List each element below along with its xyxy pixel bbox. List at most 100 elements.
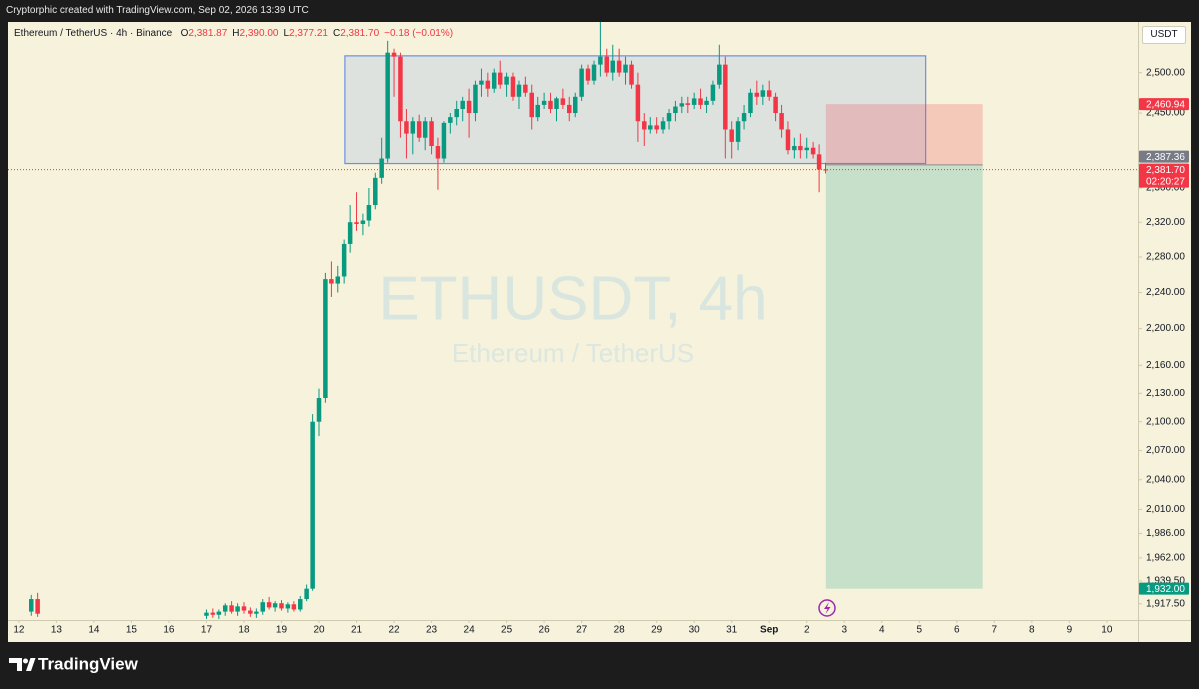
x-tick-label: 9	[1067, 625, 1073, 636]
axes: 2,500.00 2,450.00 2,360.00 2,320.00 2,280.00…	[13, 67, 1189, 636]
candle-body	[766, 90, 772, 97]
candle-body	[254, 611, 259, 614]
price-label-box	[1139, 98, 1189, 111]
alert-icon	[818, 599, 836, 617]
currency[interactable]: USDT	[1142, 26, 1186, 44]
candle-body	[648, 125, 653, 130]
candle-body	[760, 90, 766, 97]
x-tick-label: 27	[576, 625, 588, 636]
x-tick-label: 7	[992, 625, 998, 636]
y-tick-label: 2,130.00	[1146, 388, 1185, 399]
price-label: 2,460.94	[1146, 99, 1185, 110]
candle-body	[410, 121, 416, 134]
candle-body	[341, 243, 347, 277]
ohlc-key: C	[332, 28, 341, 39]
candle-body	[266, 602, 272, 608]
candle-body	[204, 612, 209, 616]
y-tick-label: 2,240.00	[1146, 287, 1185, 298]
candle-body	[548, 100, 553, 109]
candle-body	[816, 154, 822, 170]
candle-body	[373, 177, 378, 206]
candle-body	[823, 169, 828, 171]
x-tick-label: 18	[238, 625, 250, 636]
candle-body	[310, 421, 315, 589]
candle-body	[779, 113, 784, 130]
x-tick-label: 14	[88, 625, 100, 636]
candle-body	[748, 92, 753, 114]
candle-body	[435, 146, 441, 159]
x-tick-label: 26	[539, 625, 551, 636]
candle-body	[354, 222, 359, 224]
candle-body	[754, 92, 760, 97]
candle-body	[248, 610, 253, 614]
x-tick-label: 12	[13, 625, 25, 636]
candle-body	[729, 129, 734, 142]
x-tick-label: 23	[426, 625, 438, 636]
candle-body	[485, 80, 491, 89]
candle-body	[385, 52, 390, 159]
price-label: 1,932.00	[1146, 584, 1185, 595]
candle-body	[810, 147, 816, 155]
x-tick-label: 28	[614, 625, 626, 636]
x-tick-label: 29	[651, 625, 663, 636]
y-tick-label: 2,200.00	[1146, 323, 1185, 334]
candle-body	[741, 113, 747, 122]
candle-body	[497, 72, 503, 85]
candle-body	[241, 606, 247, 611]
x-tick-label: 21	[351, 625, 363, 636]
y-tick-label: 1,917.50	[1146, 598, 1185, 609]
candle-body	[35, 599, 40, 614]
candle-body	[529, 92, 534, 118]
x-tick-label: 3	[841, 625, 847, 636]
price-change: −0.18 (−0.01%)	[384, 28, 454, 39]
candle-body	[804, 147, 809, 151]
ohlc-key: H	[232, 28, 240, 39]
candle-body	[491, 72, 497, 89]
candle-body	[216, 611, 222, 615]
brand-logo	[9, 658, 36, 671]
ohlc-value: 2,381.87	[188, 28, 228, 39]
x-tick-label: 25	[501, 625, 513, 636]
price-label-box	[1139, 163, 1189, 188]
watermark-subtitle: Ethereum / TetherUS	[452, 338, 694, 368]
candle-body	[635, 84, 641, 122]
y-tick-label: 2,450.00	[1146, 108, 1185, 119]
candle-body	[398, 56, 403, 122]
ohlc-value: 2,377.21	[289, 28, 328, 39]
stop-zone	[825, 104, 983, 165]
candle-body	[666, 113, 672, 122]
y-tick-label: 1,962.00	[1146, 552, 1185, 563]
candle-body	[360, 220, 366, 224]
candle-body	[773, 96, 778, 114]
candle-body	[685, 103, 691, 105]
candle-body	[285, 604, 291, 609]
candle-body	[260, 602, 265, 612]
candle-body	[523, 84, 528, 93]
candle-body	[335, 276, 341, 284]
candle-body	[291, 604, 297, 610]
watermark-title: ETHUSDT, 4h	[378, 264, 767, 333]
chart-background	[8, 22, 1191, 642]
x-tick-label: 13	[51, 625, 63, 636]
candle-body	[404, 121, 409, 134]
price-label-box	[1139, 150, 1189, 163]
candle-body	[673, 106, 678, 114]
ohlc-key: L	[283, 28, 290, 39]
candle-body	[679, 103, 685, 107]
y-tick-label: 2,280.00	[1146, 252, 1185, 263]
candle-body	[29, 599, 34, 612]
candle-body	[229, 605, 234, 612]
ohlc-value: 2,390.00	[239, 28, 279, 39]
x-tick-label: 19	[276, 625, 288, 636]
candle-body	[616, 60, 622, 73]
candle-body	[304, 588, 309, 600]
candle-body	[541, 100, 547, 105]
x-tick-label: 15	[126, 625, 138, 636]
x-tick-label: 31	[726, 625, 738, 636]
symbol: Ethereum / TetherUS · 4h · Binance	[14, 28, 173, 39]
x-tick-label: 20	[313, 625, 325, 636]
y-tick-label: 1,986.00	[1146, 528, 1185, 539]
candle-body	[479, 80, 484, 85]
candle-body	[323, 279, 328, 399]
